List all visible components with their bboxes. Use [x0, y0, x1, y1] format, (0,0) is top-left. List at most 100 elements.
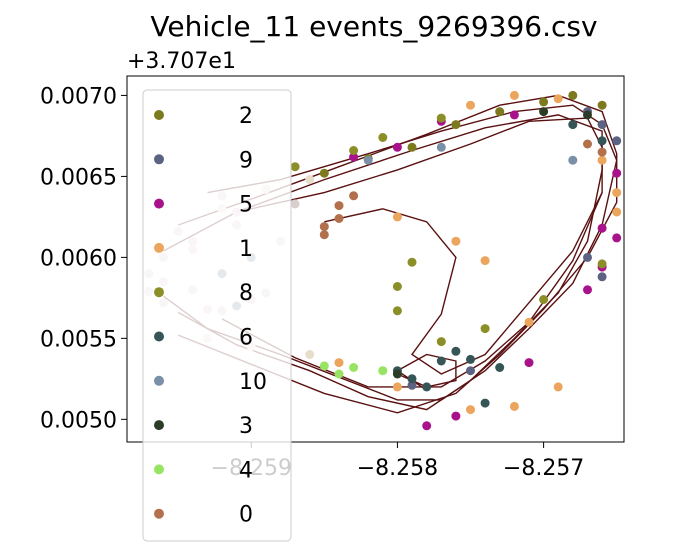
- legend-marker: [154, 375, 164, 386]
- scatter-point: [495, 363, 505, 372]
- scatter-point: [305, 175, 315, 185]
- y-tick-label: 0.0055: [40, 327, 117, 352]
- scatter-point: [597, 120, 607, 130]
- scatter-point: [612, 188, 622, 198]
- trajectory-line: [324, 192, 603, 375]
- plot-frame: [126, 75, 625, 443]
- scatter-point: [583, 252, 592, 262]
- y-tick-label: 0.0060: [40, 246, 117, 271]
- scatter-point: [495, 107, 505, 117]
- scatter-point: [407, 374, 417, 384]
- scatter-point: [597, 155, 607, 165]
- scatter-point: [363, 155, 373, 165]
- scatter-point: [568, 90, 578, 100]
- scatter-point: [305, 350, 315, 359]
- y-tick-label: 0.0050: [40, 408, 117, 433]
- scatter-point: [612, 233, 622, 243]
- scatter-point: [583, 139, 592, 149]
- scatter-point: [466, 354, 475, 364]
- scatter-point: [466, 100, 475, 110]
- scatter-point: [524, 317, 534, 327]
- scatter-point: [334, 358, 344, 368]
- legend-label: 0: [239, 503, 253, 528]
- legend: 2 9 5 1 8 6 10 3 4 0: [142, 89, 292, 542]
- legend-marker: [154, 110, 164, 120]
- legend-label: 3: [239, 414, 253, 439]
- legend-label: 4: [239, 458, 253, 483]
- scatter-point: [480, 398, 490, 408]
- scatter-point: [466, 405, 475, 415]
- scatter-point: [583, 285, 592, 295]
- scatter-point: [612, 207, 622, 217]
- scatter-point: [612, 136, 622, 146]
- scatter-point: [319, 222, 329, 232]
- scatter-point: [509, 110, 519, 120]
- x-tick-label: −8.258: [357, 456, 438, 481]
- scatter-point: [597, 100, 607, 110]
- scatter-point: [539, 107, 549, 117]
- scatter-point: [392, 212, 402, 222]
- scatter-point: [422, 421, 432, 431]
- scatter-point: [378, 366, 388, 376]
- legend-label: 9: [239, 148, 253, 173]
- scatter-point: [553, 382, 563, 392]
- scatter-point: [392, 282, 402, 291]
- scatter-point: [539, 295, 549, 304]
- scatter-point: [290, 162, 300, 172]
- scatter-point: [334, 214, 344, 223]
- scatter-point: [597, 223, 607, 233]
- scatter-point: [319, 168, 329, 178]
- legend-box: [142, 89, 292, 542]
- scatter-point: [568, 120, 578, 130]
- y-offset-label: +3.707e1: [127, 49, 236, 74]
- scatter-point: [451, 346, 461, 356]
- legend-marker: [154, 331, 164, 342]
- scatter-point: [349, 363, 359, 372]
- scatter-point: [349, 152, 359, 162]
- scatter-point: [334, 201, 344, 211]
- scatter-point: [524, 358, 534, 368]
- legend-marker: [154, 287, 164, 298]
- scatter-point: [392, 369, 402, 379]
- scatter-point: [612, 168, 622, 178]
- scatter-point: [436, 356, 446, 366]
- scatter-point: [568, 155, 578, 165]
- legend-marker: [154, 198, 164, 209]
- scatter-point: [436, 113, 446, 123]
- scatter-point: [583, 110, 592, 120]
- scatter-point: [392, 306, 402, 316]
- scatter-point: [407, 257, 417, 267]
- scatter-point: [436, 142, 446, 152]
- legend-marker: [154, 154, 164, 165]
- y-axis: 0.0050 0.0055 0.0060 0.0065 0.0070: [40, 84, 127, 433]
- scatter-point: [392, 142, 402, 152]
- scatter-point: [466, 366, 475, 376]
- y-tick-label: 0.0065: [40, 165, 117, 190]
- scatter-point: [539, 97, 549, 107]
- trajectory-line: [221, 117, 603, 388]
- scatter-point: [451, 236, 461, 246]
- legend-marker: [154, 464, 164, 475]
- scatter-point: [290, 199, 300, 209]
- scatter-point: [480, 256, 490, 266]
- legend-label: 6: [239, 326, 253, 351]
- legend-label: 8: [239, 281, 253, 306]
- chart-title: Vehicle_11 events_9269396.csv: [150, 10, 597, 43]
- scatter-point: [422, 382, 432, 392]
- scatter-point: [451, 120, 461, 130]
- scatter-point: [392, 382, 402, 392]
- scatter-point: [407, 142, 417, 152]
- legend-marker: [154, 242, 164, 253]
- trajectory-line: [163, 114, 603, 411]
- legend-marker: [154, 420, 164, 431]
- scatter-point: [597, 136, 607, 146]
- scatter-point: [349, 191, 359, 201]
- scatter-point: [334, 369, 344, 379]
- legend-marker: [154, 508, 164, 519]
- legend-label: 5: [239, 193, 253, 218]
- scatter-point: [451, 411, 461, 421]
- y-tick-label: 0.0070: [40, 84, 117, 109]
- scatter-point: [509, 90, 519, 100]
- scatter-point: [597, 259, 607, 269]
